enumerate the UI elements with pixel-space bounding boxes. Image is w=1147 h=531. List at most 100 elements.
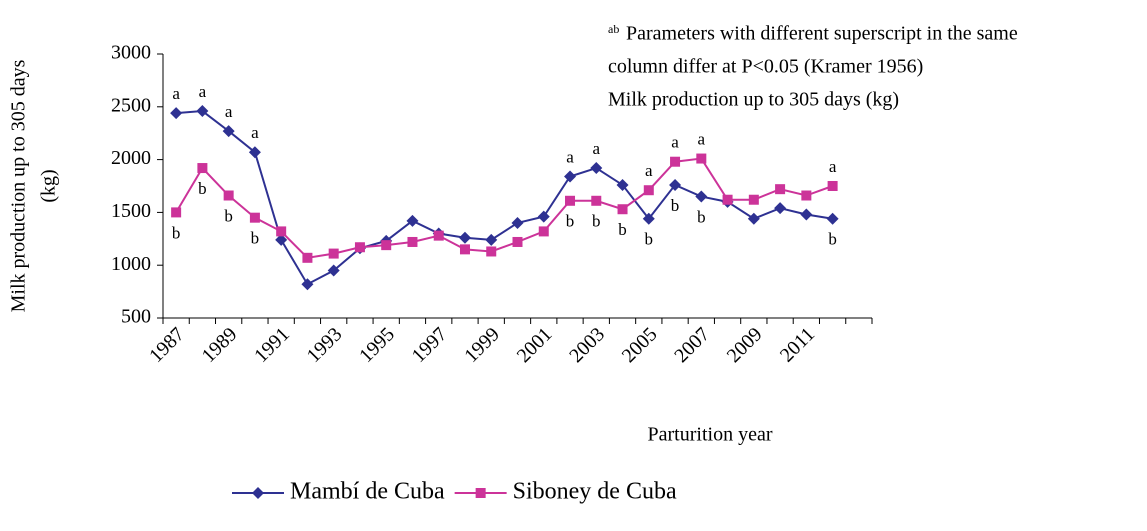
x-tick-label: 1995 <box>355 323 399 367</box>
marker <box>747 212 760 225</box>
significance-letter: b <box>592 212 601 231</box>
marker <box>617 204 628 215</box>
marker <box>458 231 471 244</box>
marker <box>564 170 577 183</box>
y-axis-label: Milk production up to 305 days (kg) <box>8 59 60 312</box>
marker <box>486 246 497 257</box>
significance-letter: a <box>199 82 207 101</box>
significance-letter: a <box>671 133 679 152</box>
x-tick-label: 1991 <box>250 323 294 367</box>
marker <box>171 207 182 218</box>
marker <box>222 125 235 138</box>
marker <box>511 216 524 229</box>
marker <box>406 214 419 227</box>
y-axis-label-line: (kg) <box>38 169 60 202</box>
marker <box>827 181 838 191</box>
legend-marker <box>475 488 486 498</box>
x-tick-label: 1989 <box>198 323 242 367</box>
y-tick-label: 500 <box>121 306 151 328</box>
marker <box>170 107 183 120</box>
significance-letter: a <box>829 157 837 176</box>
legend-marker <box>252 487 264 499</box>
marker <box>775 184 786 195</box>
marker <box>801 190 812 201</box>
marker <box>301 278 314 291</box>
note: Parameters with different superscript in… <box>626 23 1018 45</box>
significance-letter: a <box>172 84 180 103</box>
marker <box>800 208 813 221</box>
x-tick-label: 2005 <box>618 323 662 367</box>
marker <box>275 233 288 246</box>
significance-letter: b <box>645 230 654 249</box>
y-tick-label: 1500 <box>111 200 151 222</box>
x-tick-label: 1987 <box>145 323 189 367</box>
significance-letter: b <box>618 220 627 239</box>
marker <box>459 244 470 255</box>
x-tick-label: 1999 <box>460 323 504 367</box>
marker <box>616 178 629 191</box>
marker <box>722 194 733 205</box>
marker <box>696 153 707 164</box>
significance-letter: a <box>593 139 601 158</box>
marker <box>302 252 313 263</box>
x-tick-label: 2009 <box>723 323 767 367</box>
marker <box>591 195 602 206</box>
series-line <box>176 109 833 286</box>
y-tick-label: 2000 <box>111 147 151 169</box>
marker <box>248 146 261 159</box>
significance-letter: a <box>225 102 233 121</box>
note: column differ at P<0.05 (Kramer 1956) <box>608 56 923 78</box>
x-tick-label: 1993 <box>303 323 347 367</box>
legend-label: Siboney de Cuba <box>513 479 677 505</box>
marker <box>223 190 234 201</box>
marker <box>354 242 365 253</box>
marker <box>328 248 339 259</box>
marker <box>276 226 287 237</box>
marker <box>485 233 498 246</box>
significance-letter: b <box>671 196 680 215</box>
marker <box>537 210 550 223</box>
x-tick-label: 2001 <box>513 323 557 367</box>
note-superscript: ab <box>608 22 619 36</box>
y-tick-label: 2500 <box>111 94 151 116</box>
significance-letter: b <box>828 230 837 249</box>
significance-letter: b <box>172 223 181 242</box>
marker <box>826 212 839 225</box>
marker <box>249 212 260 223</box>
y-tick-label: 1000 <box>111 253 151 275</box>
marker <box>670 156 681 167</box>
marker <box>538 226 549 237</box>
marker <box>381 240 392 251</box>
marker <box>407 236 418 247</box>
x-tick-label: 2011 <box>776 323 819 366</box>
significance-letter: b <box>251 229 260 248</box>
marker <box>590 162 603 175</box>
significance-letter: b <box>697 207 706 226</box>
x-tick-label: 2007 <box>670 323 714 367</box>
significance-letter: b <box>224 206 233 225</box>
marker <box>565 195 576 206</box>
significance-letter: a <box>566 147 574 166</box>
marker <box>196 105 209 118</box>
marker <box>327 264 340 277</box>
marker <box>433 230 444 241</box>
x-tick-label: 2003 <box>565 323 609 367</box>
marker <box>695 190 708 203</box>
significance-letter: a <box>698 129 706 148</box>
significance-letter: a <box>645 161 653 180</box>
marker <box>642 212 655 225</box>
marker <box>643 185 654 196</box>
marker <box>748 194 759 205</box>
legend-label: Mambí de Cuba <box>290 479 445 505</box>
marker <box>197 163 208 174</box>
marker <box>669 178 682 191</box>
series-line <box>175 157 833 259</box>
significance-letter: a <box>251 123 259 142</box>
y-axis-label-line: Milk production up to 305 days <box>8 59 30 312</box>
y-tick-label: 3000 <box>111 42 151 64</box>
marker <box>774 202 787 215</box>
note: Milk production up to 305 days (kg) <box>608 89 899 111</box>
marker <box>512 236 523 247</box>
significance-letter: b <box>198 179 207 198</box>
